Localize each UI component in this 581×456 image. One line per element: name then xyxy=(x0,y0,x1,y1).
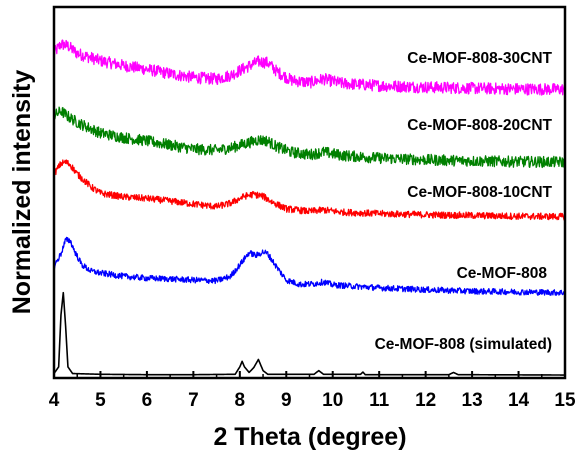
x-tick-label-9: 9 xyxy=(281,390,292,411)
series-line-ce-mof-808-20cnt xyxy=(53,106,566,169)
x-tick-label-8: 8 xyxy=(235,390,246,411)
x-tick-label-15: 15 xyxy=(554,390,576,411)
series-label-ce-mof-808-20cnt: Ce-MOF-808-20CNT xyxy=(407,117,552,134)
x-tick-label-6: 6 xyxy=(142,390,153,411)
series-layer xyxy=(53,39,566,376)
series-label-ce-mof-808-10cnt: Ce-MOF-808-10CNT xyxy=(407,184,552,201)
x-tick-label-13: 13 xyxy=(462,390,483,411)
x-tick-label-10: 10 xyxy=(322,390,343,411)
series-label-ce-mof-808-30cnt: Ce-MOF-808-30CNT xyxy=(407,50,552,67)
x-tick-label-7: 7 xyxy=(188,390,199,411)
x-tick-label-4: 4 xyxy=(49,390,60,411)
y-axis-title: Normalized intensity xyxy=(8,70,36,315)
x-axis-ticks: 4 5 6 7 8 9 10 11 12 13 14 15 xyxy=(49,371,576,411)
series-line-ce-mof-808-simulated xyxy=(53,291,566,376)
series-label-ce-mof-808-simulated: Ce-MOF-808 (simulated) xyxy=(375,336,552,353)
series-line-ce-mof-808-30cnt xyxy=(53,39,566,96)
x-tick-label-5: 5 xyxy=(95,390,106,411)
series-line-ce-mof-808 xyxy=(53,236,566,296)
series-line-ce-mof-808-10cnt xyxy=(53,159,566,221)
x-tick-label-12: 12 xyxy=(415,390,436,411)
x-tick-label-11: 11 xyxy=(369,390,390,411)
x-axis-title: 2 Theta (degree) xyxy=(213,423,406,451)
series-label-ce-mof-808: Ce-MOF-808 xyxy=(457,265,548,282)
x-tick-label-14: 14 xyxy=(508,390,530,411)
series-labels: Ce-MOF-808-30CNT Ce-MOF-808-20CNT Ce-MOF-8… xyxy=(375,50,553,353)
